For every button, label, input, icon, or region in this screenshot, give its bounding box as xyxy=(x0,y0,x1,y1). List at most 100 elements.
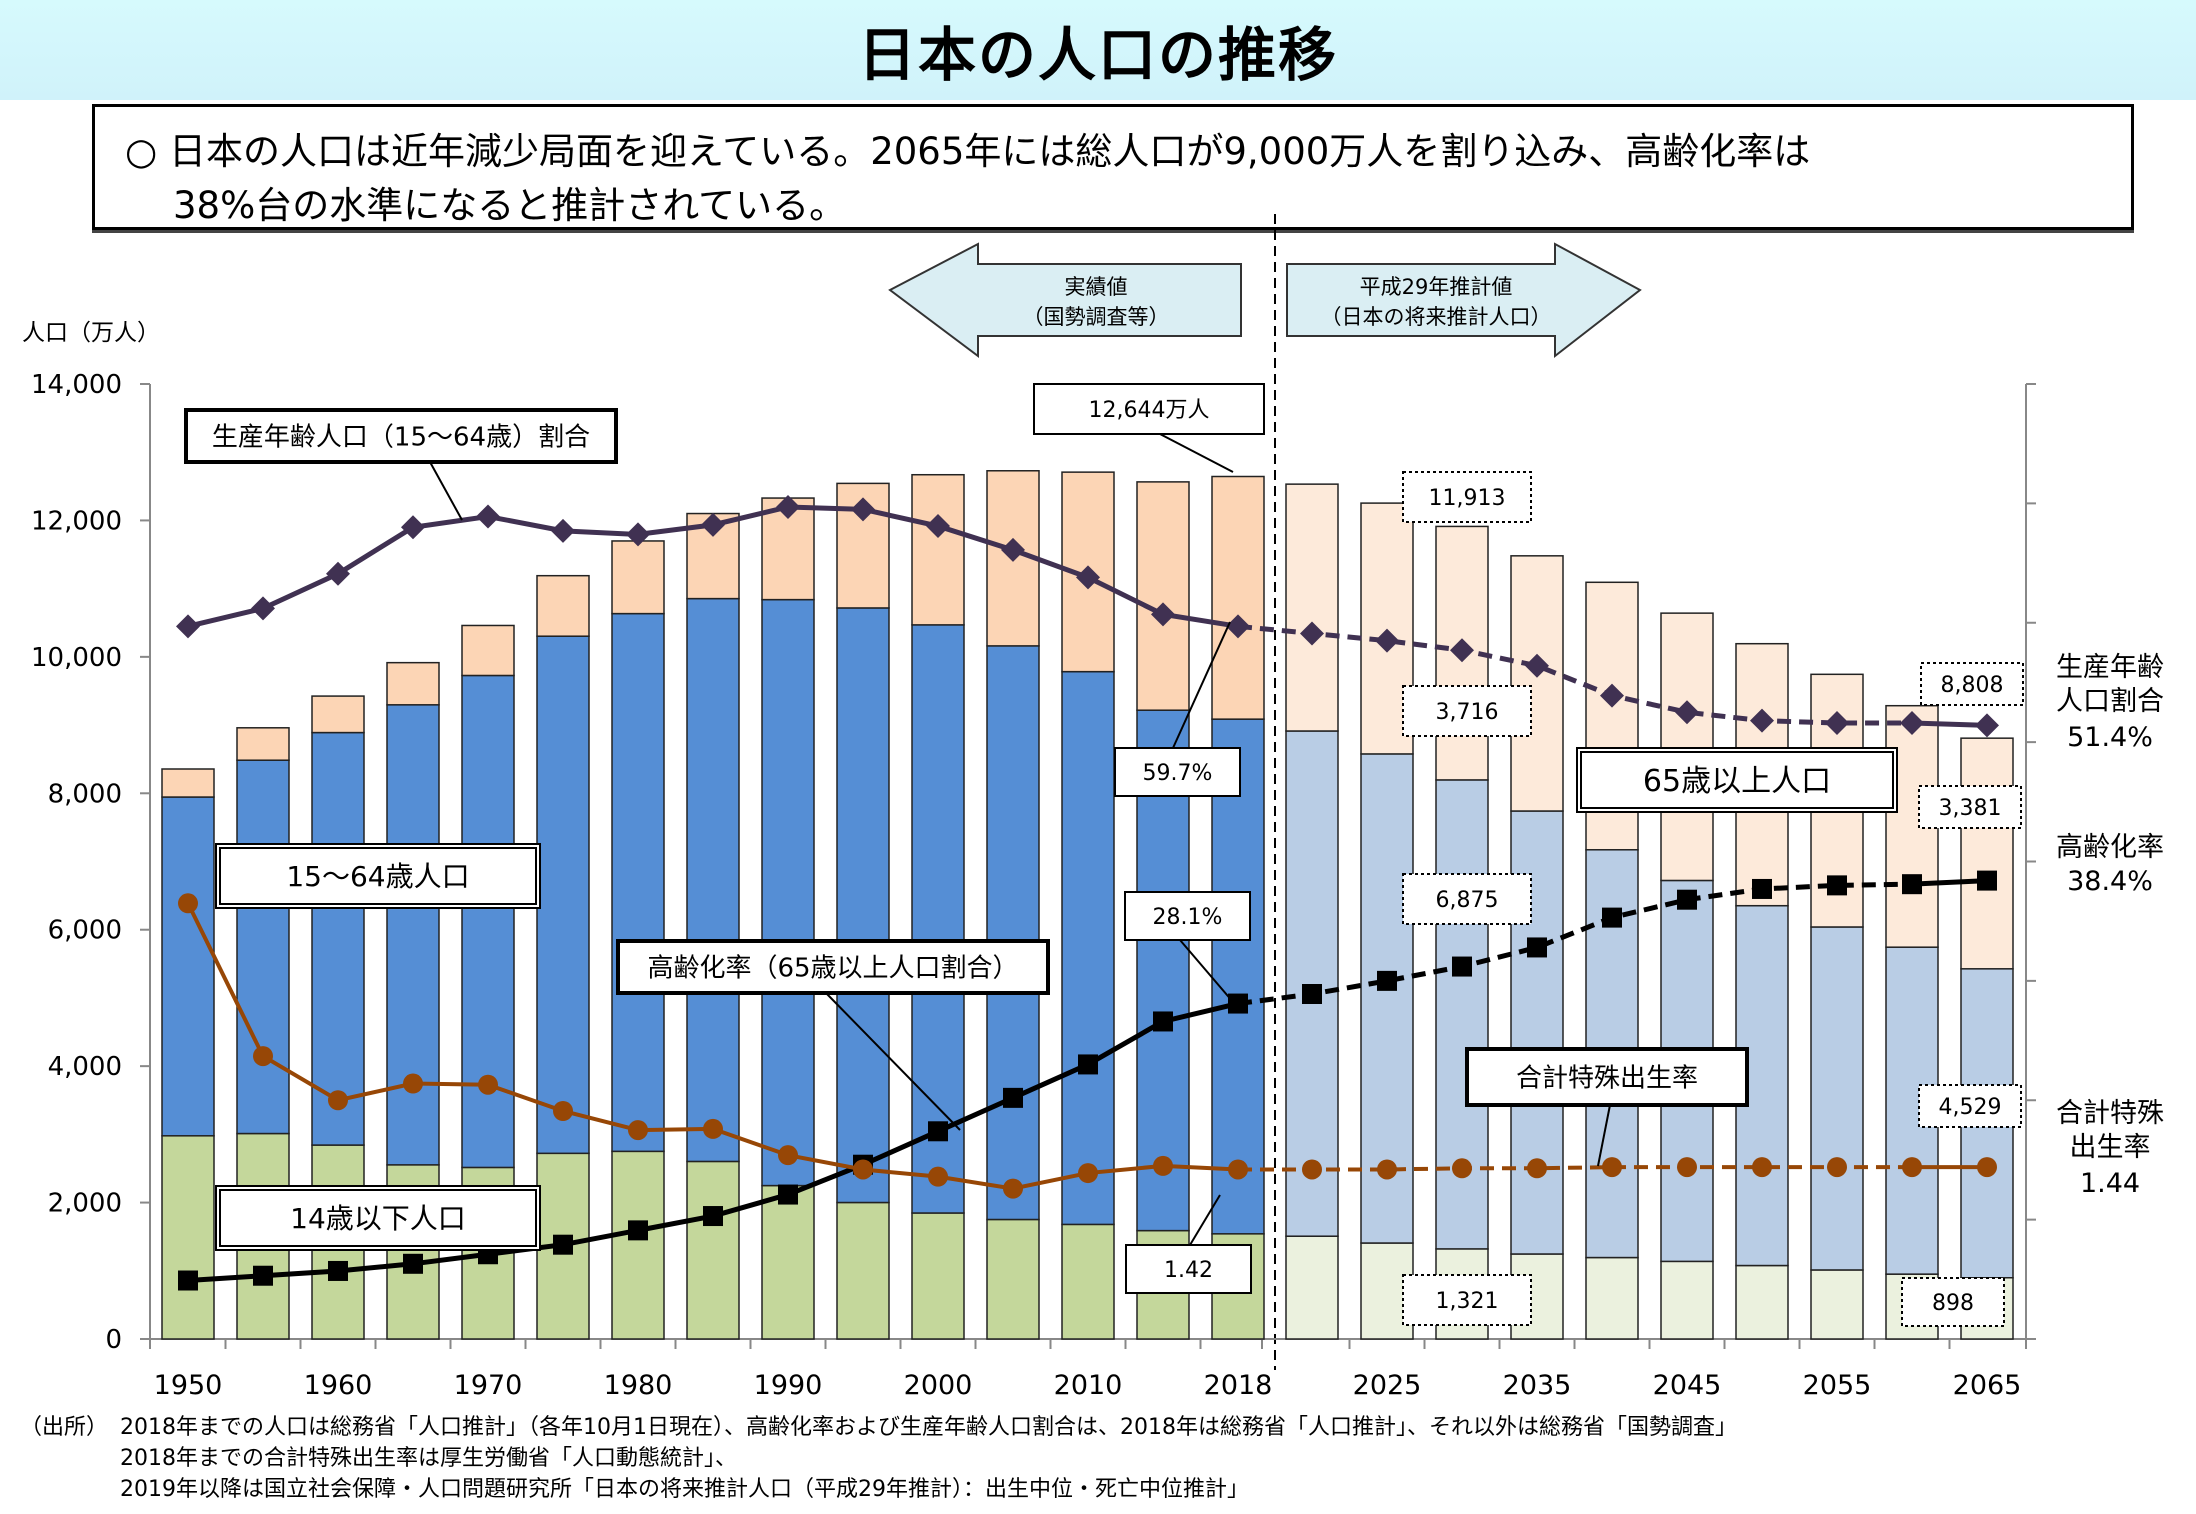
working-ratio-point xyxy=(1226,614,1250,639)
bar-working xyxy=(611,612,665,1153)
population-chart: 実績値 （国勢調査等） 平成29年推計値 （日本の将来推計人口） 人口（万人） … xyxy=(22,214,2164,1401)
aging-rate-point xyxy=(403,1253,423,1274)
fertility-rate-point xyxy=(328,1090,348,1111)
leader-line xyxy=(1172,621,1231,749)
bar-children xyxy=(686,1160,740,1340)
y2-axis xyxy=(2025,383,2036,1340)
summary-line-1: ○ 日本の人口は近年減少局面を迎えている。2065年には総人口が9,000万人を… xyxy=(125,130,1811,173)
callout-total-2065: 8,808 xyxy=(1920,662,2024,706)
bar-elderly xyxy=(1960,737,2014,970)
x-tick-label: 2055 xyxy=(1803,1370,1872,1401)
right-label-aging-1: 高齢化率 xyxy=(2056,832,2164,863)
fertility-rate-point xyxy=(1452,1158,1472,1179)
callout-frame xyxy=(1124,891,1251,941)
callout-elderly-2030: 3,716 xyxy=(1402,685,1532,737)
leader-line xyxy=(1179,939,1234,1003)
working-ratio-point xyxy=(326,561,350,586)
right-label-tfr-value: 1.44 xyxy=(2080,1168,2140,1199)
working-ratio-point xyxy=(1300,621,1324,646)
bar-children xyxy=(1061,1223,1115,1340)
bar-working xyxy=(386,704,440,1166)
callout-text: 11,913 xyxy=(1429,486,1506,511)
callout-elderly-2065: 3,381 xyxy=(1918,785,2022,829)
summary-box: ○ 日本の人口は近年減少局面を迎えている。2065年には総人口が9,000万人を… xyxy=(92,104,2134,230)
bar-working xyxy=(161,796,215,1137)
x-tick-label: 1980 xyxy=(604,1370,673,1401)
fertility-rate-point xyxy=(1527,1158,1547,1179)
callout-total-2030-children: 1,321 xyxy=(1402,1274,1532,1326)
actual-arrow-line2: （国勢調査等） xyxy=(1023,305,1170,329)
fertility-rate-line-projection xyxy=(1238,1165,1912,1172)
callout-frame xyxy=(1402,685,1532,737)
fertility-rate-point xyxy=(1078,1163,1098,1184)
fertility-rate-point xyxy=(1302,1159,1322,1180)
working-ratio-point xyxy=(1900,711,1924,736)
bar-children xyxy=(1585,1256,1639,1340)
callout-text: 1,321 xyxy=(1436,1289,1499,1314)
label-working-pop: 15～64歳人口 xyxy=(215,843,541,909)
fertility-rate-point xyxy=(178,893,198,914)
working-ratio-line-end xyxy=(1911,720,1988,728)
projection-arrow-line1: 平成29年推計値 xyxy=(1360,275,1513,299)
aging-rate-point xyxy=(328,1260,348,1281)
callout-working-2065: 4,529 xyxy=(1918,1084,2022,1128)
x-tick-label: 1960 xyxy=(304,1370,373,1401)
title-bar: 日本の人口の推移 xyxy=(0,0,2196,100)
y-tick-label: 0 xyxy=(105,1325,122,1355)
bar-children xyxy=(836,1201,890,1340)
y-tick-label: 10,000 xyxy=(31,643,122,673)
y-tick-label: 4,000 xyxy=(48,1052,122,1082)
bar-children xyxy=(611,1150,665,1340)
right-label-working-ratio-1: 生産年齢 xyxy=(2056,652,2164,683)
x-tick-label: 1950 xyxy=(154,1370,223,1401)
aging-rate-point xyxy=(1827,875,1847,896)
bar-working xyxy=(1285,730,1339,1237)
callout-text: 12,644万人 xyxy=(1089,398,1210,423)
aging-rate-point xyxy=(1078,1054,1098,1075)
x-tick-label: 2045 xyxy=(1653,1370,1722,1401)
callout-frame xyxy=(1125,1244,1252,1294)
fertility-rate-point xyxy=(628,1120,648,1141)
aging-rate-point xyxy=(1003,1087,1023,1108)
y-tick-label: 8,000 xyxy=(48,779,122,809)
bar-children xyxy=(1285,1235,1339,1340)
bar-working xyxy=(686,597,740,1163)
working-ratio-point xyxy=(701,512,725,537)
bar-working xyxy=(536,635,590,1155)
callout-frame xyxy=(1580,751,1894,809)
aging-rate-point xyxy=(628,1220,648,1241)
label-aging-rate: 高齢化率（65歳以上人口割合） xyxy=(616,939,1050,995)
working-ratio-point xyxy=(1600,683,1624,708)
fertility-rate-point xyxy=(928,1166,948,1187)
y-axis-title: 人口（万人） xyxy=(22,320,160,346)
callout-text: 6,875 xyxy=(1436,888,1499,913)
bar-working xyxy=(836,607,890,1204)
working-ratio-point xyxy=(1675,700,1699,725)
left-arrow-icon xyxy=(888,242,1242,358)
callout-frame xyxy=(1465,1047,1749,1107)
projection-arrow-line2: （日本の将来推計人口） xyxy=(1321,305,1552,329)
source-note: （出所） 2018年までの人口は総務省「人口推計」（各年10月1日現在）、高齢化率… xyxy=(20,1412,1737,1505)
callout-frame xyxy=(184,408,618,464)
right-label-working-ratio-2: 人口割合 xyxy=(2056,686,2164,717)
y-tick-label: 12,000 xyxy=(31,506,122,536)
callout-working-2030: 6,875 xyxy=(1402,873,1532,925)
callout-total-2030: 11,913 xyxy=(1402,471,1532,523)
bar-children xyxy=(911,1212,965,1340)
aging-rate-point xyxy=(1527,937,1547,958)
aging-rate-point xyxy=(178,1270,198,1291)
bar-working xyxy=(311,731,365,1146)
aging-rate-point xyxy=(1752,878,1772,899)
right-label-tfr-1: 合計特殊 xyxy=(2056,1098,2164,1129)
fertility-rate-point xyxy=(253,1046,273,1067)
right-arrow-icon xyxy=(1286,242,1642,359)
summary-line-2: 38%台の水準になると推計されている。 xyxy=(173,184,847,227)
working-ratio-point xyxy=(1001,537,1025,562)
callout-frame xyxy=(1033,383,1265,435)
fertility-rate-point xyxy=(1377,1159,1397,1180)
callout-text: 65歳以上人口 xyxy=(1643,764,1831,799)
right-label-working-ratio-value: 51.4% xyxy=(2067,722,2153,753)
working-ratio-point xyxy=(1750,708,1774,733)
aging-rate-point xyxy=(1602,907,1622,928)
